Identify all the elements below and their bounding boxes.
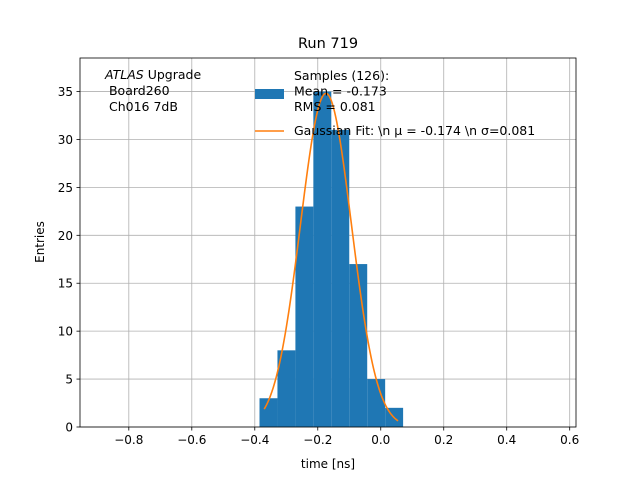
gaussian-fit	[263, 92, 399, 422]
x-tick-label: −0.4	[240, 433, 269, 447]
chart-title: Run 719	[298, 36, 358, 52]
svg-text:ATLAS Upgrade: ATLAS Upgrade	[104, 67, 201, 82]
upgrade-label: Upgrade	[144, 67, 202, 82]
y-tick-label: 5	[65, 373, 73, 387]
y-axis-label: Entries	[33, 221, 47, 263]
x-tick-label: 0.2	[434, 433, 453, 447]
x-tick-label: −0.6	[177, 433, 206, 447]
y-tick-label: 25	[58, 181, 73, 195]
y-tick-label: 30	[58, 133, 73, 147]
x-axis-label: time [ns]	[301, 457, 355, 471]
y-tick-label: 0	[65, 421, 73, 435]
legend-swatch-samples	[255, 89, 284, 99]
x-axis-ticks: −0.8 −0.6 −0.4 −0.2 0.0 0.2 0.4 0.6	[114, 427, 579, 447]
x-tick-label: −0.8	[114, 433, 143, 447]
histogram-bar	[295, 206, 314, 427]
y-tick-label: 15	[58, 277, 73, 291]
atlas-label: ATLAS	[104, 67, 144, 82]
histogram-bar	[277, 350, 296, 427]
histogram-bar	[259, 398, 278, 427]
histogram-bars	[259, 91, 404, 427]
legend-label-samples: Samples (126):	[294, 68, 389, 83]
legend-label-samples: RMS = 0.081	[294, 99, 376, 114]
x-tick-label: 0.6	[560, 433, 579, 447]
y-tick-label: 35	[58, 85, 73, 99]
fit-curve	[263, 92, 399, 422]
histogram-bar	[313, 91, 332, 427]
legend-label-samples: Mean = -0.173	[294, 84, 387, 99]
histogram-bar	[331, 129, 350, 427]
legend-label-fit: Gaussian Fit: \n μ = -0.174 \n σ=0.081	[294, 123, 535, 138]
y-axis-ticks: 0 5 10 15 20 25 30 35	[58, 85, 80, 435]
y-tick-label: 10	[58, 325, 73, 339]
x-tick-label: 0.0	[371, 433, 390, 447]
x-tick-label: 0.4	[497, 433, 516, 447]
atlas-annotation: ATLAS Upgrade Board260 Ch016 7dB	[104, 67, 201, 114]
x-tick-label: −0.2	[303, 433, 332, 447]
y-tick-label: 20	[58, 229, 73, 243]
legend: Samples (126): Mean = -0.173 RMS = 0.081…	[255, 68, 535, 138]
histogram-bar	[367, 379, 386, 427]
histogram-bar	[349, 264, 368, 427]
plot-frame	[79, 57, 577, 428]
channel-label: Ch016 7dB	[105, 99, 178, 114]
board-label: Board260	[105, 83, 170, 98]
